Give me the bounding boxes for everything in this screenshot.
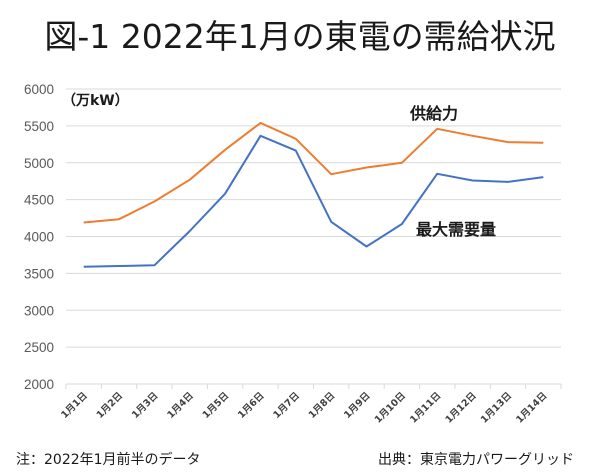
page-title: 図-1 2022年1月の東電の需給状況: [44, 17, 556, 56]
footnote: 注：2022年1月前半のデータ: [16, 452, 201, 468]
y-axis-ticks: 2000 2500 3000 3500 4000 4500 5000 5500 6000: [24, 82, 54, 392]
x-tick-label: 1月3日: [130, 390, 161, 421]
x-tick-label: 1月10日: [373, 390, 408, 425]
x-tick-label: 1月12日: [443, 390, 478, 425]
y-tick-label: 5000: [24, 156, 54, 171]
x-tick-label: 1月5日: [201, 390, 232, 421]
x-tick-label: 1月4日: [165, 390, 196, 421]
gridlines: [66, 88, 561, 348]
x-tick-label: 1月1日: [59, 390, 90, 421]
series-line-supply: [83, 121, 544, 224]
y-tick-label: 4500: [24, 193, 54, 208]
y-tick-label: 4000: [24, 230, 54, 245]
y-tick-label: 6000: [24, 82, 54, 97]
series-label-supply: 供給力: [409, 104, 458, 123]
source-credit: 出典：東京電力パワーグリッド: [378, 452, 574, 468]
series-line-peak-demand: [83, 134, 544, 268]
y-tick-label: 3000: [24, 303, 54, 318]
x-tick-label: 1月11日: [408, 390, 443, 425]
y-axis-unit-label: （万kW）: [62, 93, 129, 109]
y-tick-label: 2500: [24, 340, 54, 355]
x-tick-label: 1月13日: [479, 390, 514, 425]
series-lines: [83, 121, 544, 268]
x-tick-label: 1月6日: [236, 390, 267, 421]
x-axis: [65, 383, 562, 389]
series-label-peak-demand: 最大需要量: [416, 220, 496, 239]
y-tick-label: 3500: [24, 266, 54, 281]
y-tick-label: 2000: [24, 377, 54, 392]
y-tick-label: 5500: [24, 119, 54, 134]
x-tick-label: 1月14日: [514, 390, 549, 425]
x-tick-label: 1月8日: [307, 390, 338, 421]
x-axis-ticks: 1月1日 1月2日 1月3日 1月4日 1月5日 1月6日 1月7日 1月8日 1月9日 1月10…: [59, 390, 549, 425]
x-tick-label: 1月2日: [95, 390, 126, 421]
x-tick-label: 1月7日: [271, 390, 302, 421]
x-tick-label: 1月9日: [342, 390, 373, 421]
